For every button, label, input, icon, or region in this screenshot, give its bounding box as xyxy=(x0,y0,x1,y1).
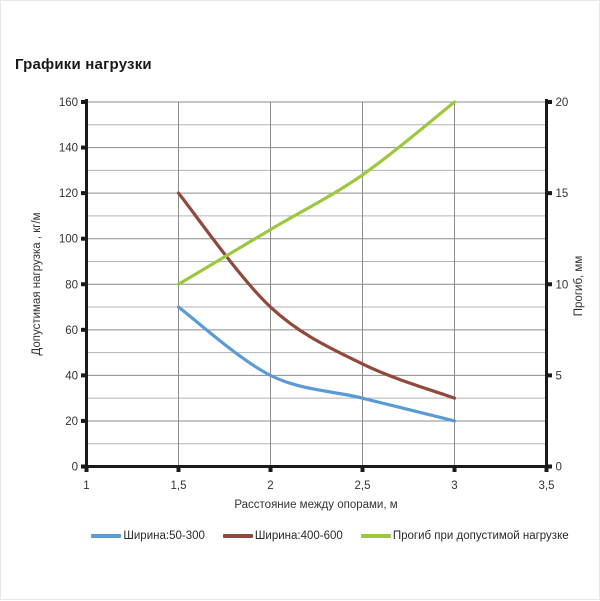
series-line-1 xyxy=(176,191,457,400)
right-tick-mark xyxy=(545,373,552,378)
legend-label: Прогиб при допустимой нагрузке xyxy=(392,530,569,542)
left-tick-label: 60 xyxy=(65,325,78,337)
left-tick-mark xyxy=(81,191,88,196)
x-tick-mark xyxy=(360,465,365,472)
x-tick-label: 3 xyxy=(451,480,457,492)
x-axis-title: Расстояние между опорами, м xyxy=(234,499,398,511)
left-tick-label: 160 xyxy=(59,97,78,109)
x-tick-mark xyxy=(176,465,181,472)
left-tick-label: 20 xyxy=(65,416,78,428)
left-tick-mark xyxy=(81,236,88,241)
legend-label: Ширина:400-600 xyxy=(254,530,343,542)
right-y-axis-title: Прогиб, мм xyxy=(573,255,585,317)
left-tick-label: 40 xyxy=(65,370,78,382)
left-tick-mark xyxy=(81,282,88,287)
legend-label: Ширина:50-300 xyxy=(123,530,205,542)
right-tick-mark xyxy=(545,282,552,287)
left-tick-mark xyxy=(81,418,88,423)
x-tick-mark xyxy=(544,465,549,472)
left-tick-mark xyxy=(81,100,88,104)
page-title: Графики нагрузки xyxy=(15,56,152,73)
x-tick-label: 2,5 xyxy=(355,480,371,492)
right-tick-label: 10 xyxy=(556,279,569,291)
x-tick-mark xyxy=(268,465,273,472)
x-tick-label: 1,5 xyxy=(171,480,187,492)
x-tick-mark xyxy=(452,465,457,472)
x-tick-label: 1 xyxy=(83,480,89,492)
left-tick-mark xyxy=(81,327,88,332)
left-tick-label: 140 xyxy=(59,143,78,155)
legend-item-2: Прогиб при допустимой нагрузке xyxy=(360,530,569,542)
left-tick-label: 0 xyxy=(72,462,78,474)
left-tick-label: 100 xyxy=(59,234,78,246)
right-tick-label: 5 xyxy=(556,370,562,382)
left-tick-label: 120 xyxy=(59,188,78,200)
right-tick-label: 20 xyxy=(556,97,569,109)
legend-item-1: Ширина:400-600 xyxy=(222,530,343,542)
left-tick-mark xyxy=(81,373,88,378)
chart-legend: Ширина:50-300 Ширина:400-600 Прогиб при до… xyxy=(61,530,599,542)
legend-line-swatch xyxy=(91,534,122,538)
series-line-0 xyxy=(176,305,457,423)
legend-line-swatch xyxy=(360,534,391,538)
right-tick-mark xyxy=(545,191,552,196)
right-tick-mark xyxy=(545,100,552,104)
x-tick-label: 2 xyxy=(267,480,273,492)
x-tick-mark xyxy=(84,465,89,472)
x-tick-label: 3,5 xyxy=(539,480,555,492)
left-y-axis-title: Допустимая нагрузка , кг/м xyxy=(31,212,43,356)
right-tick-label: 15 xyxy=(556,188,569,200)
legend-line-swatch xyxy=(222,534,253,538)
series-line-2 xyxy=(176,100,457,286)
legend-item-0: Ширина:50-300 xyxy=(91,530,205,542)
left-tick-label: 80 xyxy=(65,279,78,291)
right-tick-label: 0 xyxy=(556,462,562,474)
left-tick-mark xyxy=(81,145,88,150)
